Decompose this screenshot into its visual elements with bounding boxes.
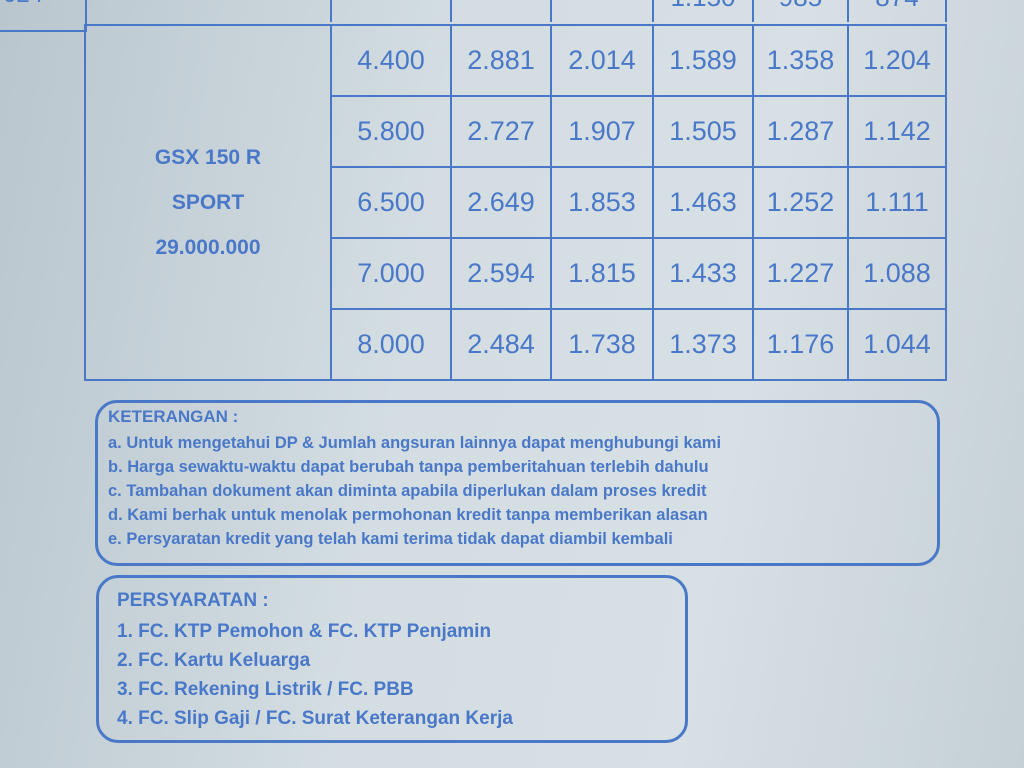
installment-cell: 1.738 — [550, 308, 654, 381]
installment-cell: 1.088 — [847, 237, 947, 310]
table-row: 6.500 2.649 1.853 1.463 1.252 1.111 — [85, 166, 947, 239]
installment-cell: 1.853 — [550, 166, 654, 239]
keterangan-item: c. Tambahan dokument akan diminta apabil… — [108, 482, 707, 500]
top-cell: 1.150 — [652, 0, 752, 22]
installment-cell: 2.649 — [450, 166, 552, 239]
installment-cell: 1.227 — [752, 237, 849, 310]
table-row: 7.000 2.594 1.815 1.433 1.227 1.088 — [85, 237, 947, 310]
product-type: SPORT — [171, 191, 245, 214]
top-cell — [450, 0, 550, 22]
top-left-cell: 024 — [0, 0, 87, 32]
top-cell: 874 — [847, 0, 947, 22]
keterangan-box: KETERANGAN : a. Untuk mengetahui DP & Ju… — [95, 400, 940, 566]
installment-cell: 1.252 — [752, 166, 849, 239]
installment-cell: 1.589 — [652, 24, 754, 97]
installment-cell: 1.373 — [652, 308, 754, 381]
dp-cell: 5.800 — [330, 95, 452, 168]
persyaratan-item: 1. FC. KTP Pemohon & FC. KTP Penjamin — [117, 621, 492, 642]
installment-cell: 2.014 — [550, 24, 654, 97]
dp-cell: 4.400 — [330, 24, 452, 97]
installment-cell: 1.176 — [752, 308, 849, 381]
installment-cell: 1.204 — [847, 24, 947, 97]
table-row: 5.800 2.727 1.907 1.505 1.287 1.142 — [85, 95, 947, 168]
product-cell: GSX 150 R SPORT 29.000.000 — [84, 24, 332, 381]
top-cell: 985 — [752, 0, 847, 22]
installment-cell: 1.433 — [652, 237, 754, 310]
persyaratan-item: 3. FC. Rekening Listrik / FC. PBB — [117, 679, 414, 700]
installment-cell: 1.111 — [847, 166, 947, 239]
installment-cell: 2.484 — [450, 308, 552, 381]
product-name: GSX 150 R — [154, 146, 262, 169]
installment-cell: 1.907 — [550, 95, 654, 168]
installment-cell: 1.505 — [652, 95, 754, 168]
installment-cell: 1.044 — [847, 308, 947, 381]
persyaratan-item: 2. FC. Kartu Keluarga — [117, 650, 311, 671]
keterangan-item: a. Untuk mengetahui DP & Jumlah angsuran… — [108, 434, 722, 452]
installment-cell: 1.287 — [752, 95, 849, 168]
installment-cell: 2.881 — [450, 24, 552, 97]
keterangan-item: e. Persyaratan kredit yang telah kami te… — [108, 530, 673, 548]
installment-cell: 1.358 — [752, 24, 849, 97]
dp-cell: 8.000 — [330, 308, 452, 381]
persyaratan-title: PERSYARATAN : — [117, 590, 269, 611]
installment-cell: 1.463 — [652, 166, 754, 239]
persyaratan-item: 4. FC. Slip Gaji / FC. Surat Keterangan … — [117, 708, 513, 729]
product-price: 29.000.000 — [155, 236, 261, 259]
top-cell — [550, 0, 652, 22]
keterangan-item: d. Kami berhak untuk menolak permohonan … — [108, 506, 708, 524]
installment-table: GSX 150 R SPORT 29.000.000 4.400 2.881 2.014 1… — [84, 24, 947, 381]
top-cell — [330, 0, 450, 22]
table-row: 8.000 2.484 1.738 1.373 1.176 1.044 — [85, 308, 947, 381]
installment-cell: 1.815 — [550, 237, 654, 310]
installment-cell: 2.594 — [450, 237, 552, 310]
installment-cell: 1.142 — [847, 95, 947, 168]
keterangan-title: KETERANGAN : — [108, 407, 239, 426]
dp-cell: 7.000 — [330, 237, 452, 310]
persyaratan-box: PERSYARATAN : 1. FC. KTP Pemohon & FC. K… — [96, 575, 688, 743]
keterangan-item: b. Harga sewaktu-waktu dapat berubah tan… — [108, 458, 709, 476]
table-row: GSX 150 R SPORT 29.000.000 4.400 2.881 2.014 1… — [84, 24, 947, 381]
dp-cell: 6.500 — [330, 166, 452, 239]
installment-cell: 2.727 — [450, 95, 552, 168]
